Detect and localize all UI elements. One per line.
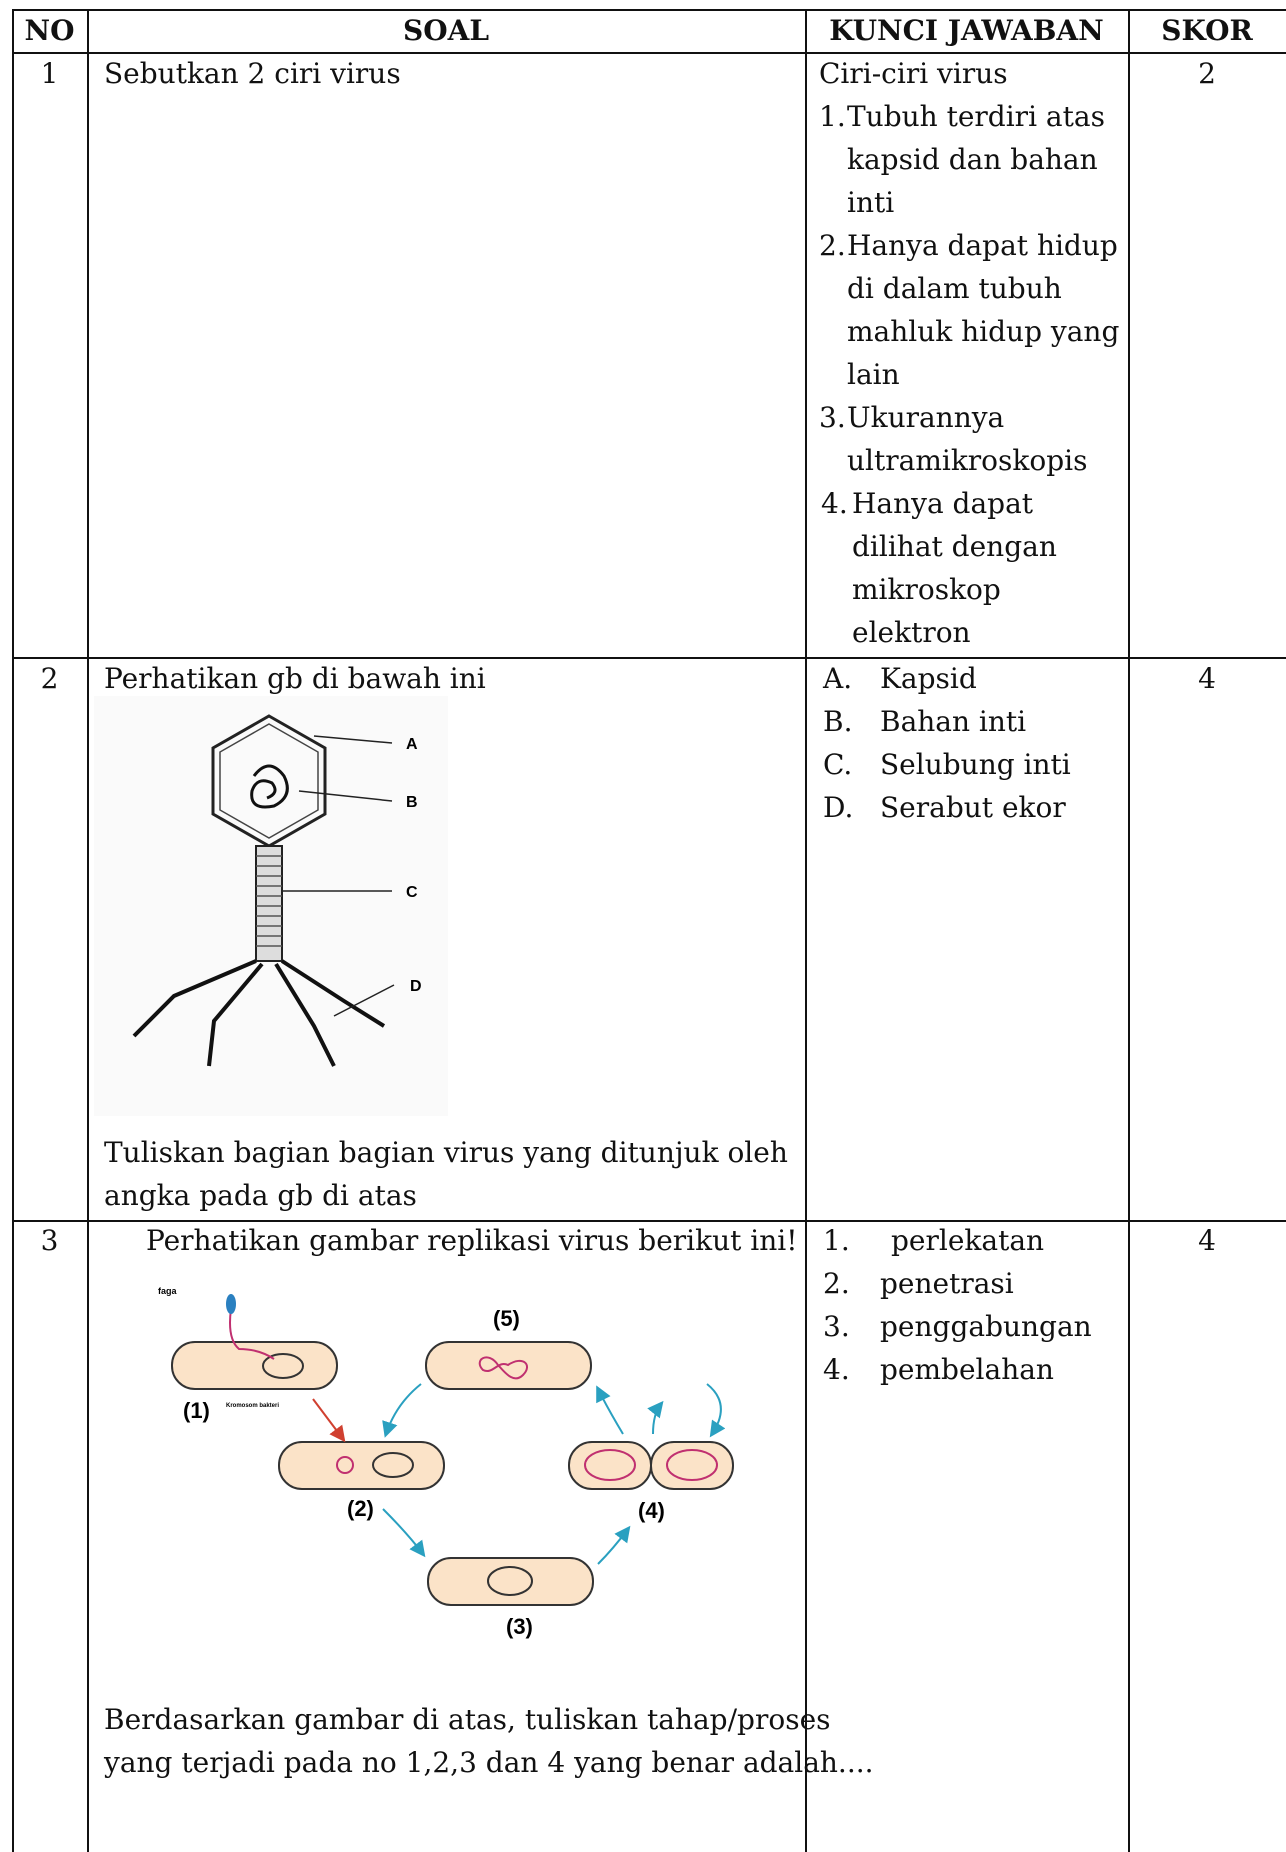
- header-cell: SOAL: [402, 13, 490, 47]
- answer-text: dilihat dengan: [852, 529, 1057, 563]
- answer-text: Selubung inti: [880, 747, 1071, 781]
- answer-text: penetrasi: [880, 1266, 1014, 1300]
- question-text: yang terjadi pada no 1,2,3 dan 4 yang be…: [104, 1745, 874, 1779]
- answer-text: mikroskop: [852, 572, 1001, 606]
- answer-text: Kapsid: [880, 661, 977, 695]
- label-b: B: [406, 794, 418, 811]
- label-kromosom: Kromosom bakteri: [226, 1403, 279, 1409]
- arrow: [312, 1398, 346, 1443]
- dna-2: [336, 1456, 354, 1474]
- answer-text: inti: [847, 185, 895, 219]
- row-border: [12, 9, 1286, 11]
- answer-number: 1.: [819, 99, 846, 133]
- row-number: 3: [40, 1223, 59, 1257]
- arrow: [647, 1400, 664, 1435]
- arrow: [597, 1525, 631, 1565]
- label-d: D: [410, 978, 422, 995]
- column-border: [12, 9, 14, 1852]
- row-number: 1: [40, 56, 59, 90]
- answer-text: Hanya dapat hidup: [847, 228, 1118, 262]
- answer-number: 4.: [823, 1352, 850, 1386]
- replication-figure: faga Kromosom bakteri (1) (2) (3) (4) (5…: [158, 1286, 734, 1639]
- pointer-lines: [282, 735, 395, 1017]
- answer-text: kapsid dan bahan: [847, 142, 1098, 176]
- question-text: Berdasarkan gambar di atas, tuliskan tah…: [104, 1702, 831, 1736]
- row-number: 2: [40, 661, 59, 695]
- label-c: C: [406, 884, 418, 901]
- answer-text: lain: [847, 357, 900, 391]
- answer-number: C.: [823, 747, 853, 781]
- label-step-1: (1): [183, 1398, 210, 1423]
- label-a: A: [406, 736, 418, 753]
- phage: [226, 1294, 236, 1314]
- question: Perhatikan gb di bawah ini: [104, 661, 486, 695]
- answer-text: penggabungan: [880, 1309, 1092, 1343]
- answer-text: elektron: [852, 615, 971, 649]
- phage-dna: [229, 1308, 275, 1360]
- dna-4a: [584, 1449, 636, 1481]
- chromosome-2: [372, 1452, 414, 1478]
- answer-number: 2.: [819, 228, 846, 262]
- column-border: [805, 9, 807, 1852]
- arrow: [382, 1508, 426, 1558]
- answer-text: perlekatan: [891, 1223, 1045, 1257]
- answer-text: ultramikroskopis: [847, 443, 1088, 477]
- row-border: [12, 52, 1286, 54]
- row-border: [12, 1220, 1286, 1222]
- label-step-4: (4): [638, 1498, 665, 1523]
- label-faga: faga: [158, 1286, 178, 1296]
- header-cell: KUNCI JAWABAN: [829, 13, 1104, 47]
- label-step-2: (2): [347, 1496, 374, 1521]
- arrow: [382, 1383, 422, 1438]
- answer-number: 3.: [823, 1309, 850, 1343]
- nucleic-acid: [250, 764, 289, 809]
- chromosome-3: [487, 1566, 533, 1596]
- cell-4b: [650, 1441, 734, 1490]
- cell-3: [427, 1557, 594, 1606]
- answer-number: B.: [823, 704, 853, 738]
- score: 2: [1198, 56, 1216, 90]
- answer-number: 1.: [823, 1223, 850, 1257]
- answer-number: 2.: [823, 1266, 850, 1300]
- chromosome: [262, 1353, 304, 1379]
- answer-number: 3.: [819, 400, 846, 434]
- answer-text: Serabut ekor: [880, 790, 1066, 824]
- answer-text: Ukurannya: [847, 400, 1005, 434]
- tail-fibers: [132, 959, 386, 1067]
- score: 4: [1198, 661, 1216, 695]
- answer-text: Tubuh terdiri atas: [847, 99, 1105, 133]
- tail-sheath: [255, 845, 283, 962]
- answer-text: Hanya dapat: [852, 486, 1034, 520]
- arrow: [706, 1383, 726, 1438]
- question-text: Tuliskan bagian bagian virus yang ditunj…: [104, 1135, 788, 1169]
- answer-text: pembelahan: [880, 1352, 1054, 1386]
- column-border: [1128, 9, 1130, 1852]
- column-border: [87, 9, 89, 1852]
- capsid-inner: [219, 723, 319, 839]
- tail-rings: [256, 855, 282, 947]
- question-text: angka pada gb di atas: [104, 1178, 417, 1212]
- header-cell: NO: [24, 13, 75, 47]
- row-border: [12, 657, 1286, 659]
- header-cell: SKOR: [1161, 13, 1253, 47]
- answer-number: D.: [823, 790, 854, 824]
- virus-figure: A B C D: [94, 696, 448, 1116]
- score: 4: [1198, 1223, 1216, 1257]
- cell-2: [278, 1441, 445, 1490]
- answer-intro: Ciri-ciri virus: [819, 56, 1008, 90]
- answer-text: Bahan inti: [880, 704, 1027, 738]
- answer-number: 4.: [821, 486, 848, 520]
- question: Perhatikan gambar replikasi virus beriku…: [146, 1223, 798, 1257]
- label-step-3: (3): [506, 1614, 533, 1639]
- arrow: [596, 1385, 624, 1435]
- cell-1: [171, 1341, 338, 1390]
- dna-4b: [666, 1449, 718, 1481]
- label-step-5: (5): [493, 1306, 520, 1331]
- answer-text: mahluk hidup yang: [847, 314, 1120, 348]
- answer-text: di dalam tubuh: [847, 271, 1062, 305]
- answer-number: A.: [823, 661, 853, 695]
- question: Sebutkan 2 ciri virus: [104, 56, 401, 90]
- dna-5: [478, 1356, 528, 1380]
